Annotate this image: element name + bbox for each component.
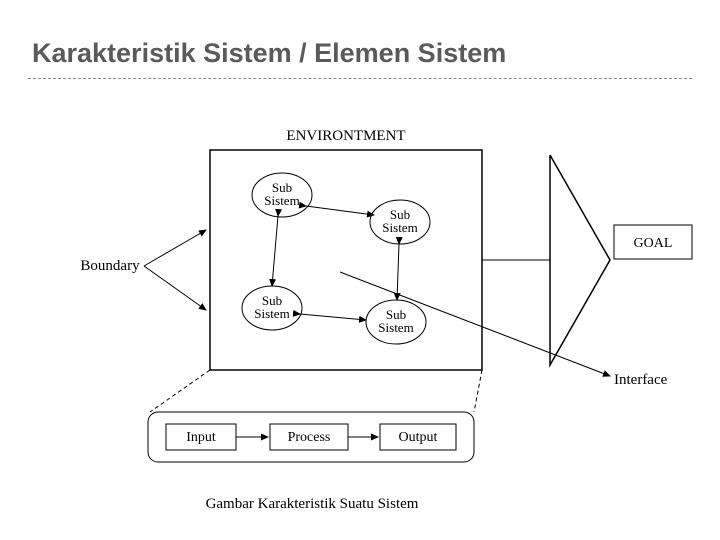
dotted-left [150, 370, 210, 412]
boundary-pointer-top [144, 230, 206, 266]
sub-node-0: Sub Sistem [252, 173, 312, 217]
output-label: Output [399, 430, 438, 445]
process-label: Process [288, 430, 331, 445]
input-label: Input [186, 430, 216, 445]
edge-2-3 [300, 314, 366, 320]
edge-0-1 [306, 206, 374, 215]
edge-1-3 [397, 244, 399, 300]
edge-0-2 [272, 216, 278, 286]
flow-arrow-icon [482, 155, 610, 365]
environment-label: ENVIRONTMENT [286, 128, 405, 144]
svg-text:Sistem: Sistem [254, 306, 289, 321]
svg-text:Sistem: Sistem [382, 220, 417, 235]
figure-caption: Gambar Karakteristik Suatu Sistem [206, 496, 419, 512]
sub-node-3: Sub Sistem [366, 300, 426, 344]
boundary-label: Boundary [80, 258, 140, 274]
dotted-right [474, 370, 482, 412]
interface-label: Interface [614, 372, 668, 388]
system-diagram: ENVIRONTMENT Sub Sistem Sub Sistem Sub S… [0, 0, 720, 540]
goal-label: GOAL [634, 236, 673, 251]
sub-node-2: Sub Sistem [242, 286, 302, 330]
svg-text:Sistem: Sistem [264, 193, 299, 208]
sub-node-1: Sub Sistem [370, 200, 430, 244]
svg-text:Sistem: Sistem [378, 320, 413, 335]
boundary-box [210, 150, 482, 370]
boundary-pointer-bottom [144, 266, 206, 310]
